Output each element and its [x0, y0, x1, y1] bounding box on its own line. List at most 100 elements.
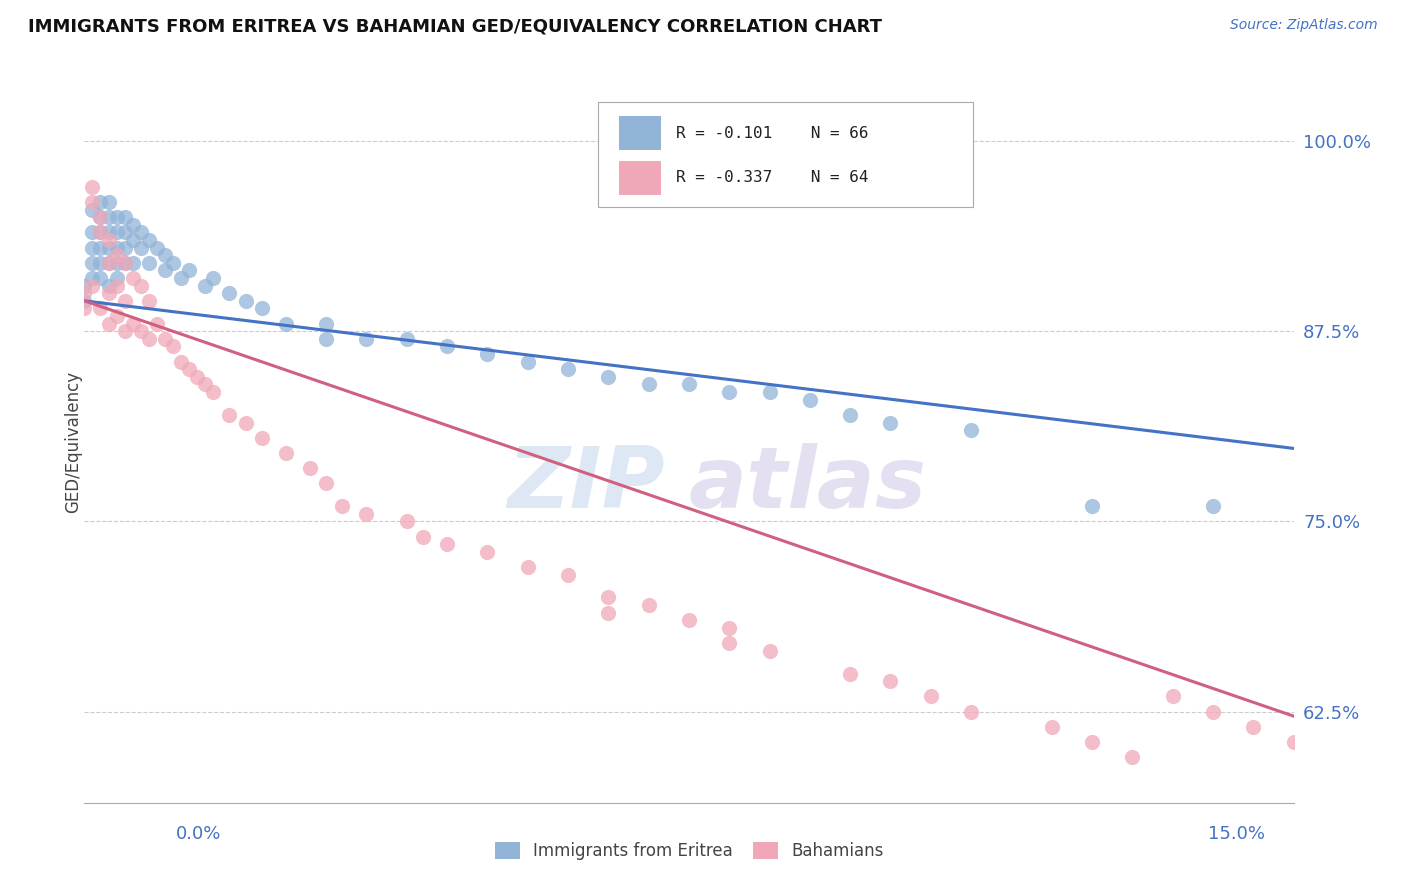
Point [274, 446, 297, 460]
Point [170, 271, 193, 285]
Point [170, 354, 193, 368]
Point [105, 271, 128, 285]
Point [1241, 720, 1264, 734]
Point [82, 241, 104, 255]
Point [202, 271, 225, 285]
Point [89, 226, 111, 240]
Point [839, 666, 862, 681]
Text: R = -0.337    N = 64: R = -0.337 N = 64 [676, 170, 868, 186]
Point [1081, 735, 1104, 749]
Point [89, 210, 111, 224]
Point [598, 606, 620, 620]
Point [395, 515, 418, 529]
Point [356, 332, 378, 346]
Point [1282, 735, 1305, 749]
Point [235, 293, 257, 308]
Point [97, 278, 120, 293]
Point [557, 362, 579, 376]
Point [412, 530, 434, 544]
Point [235, 416, 257, 430]
Point [114, 256, 136, 270]
Point [598, 591, 620, 605]
Point [179, 362, 201, 376]
Point [839, 408, 862, 422]
Point [97, 256, 120, 270]
Point [477, 347, 499, 361]
Point [186, 370, 208, 384]
Point [82, 278, 104, 293]
Point [73, 301, 96, 316]
Point [1202, 705, 1225, 719]
Point [82, 202, 104, 217]
Point [1040, 720, 1063, 734]
Point [436, 537, 458, 551]
Point [73, 293, 96, 308]
Point [153, 332, 176, 346]
Point [218, 286, 240, 301]
Point [718, 385, 741, 400]
Point [330, 499, 353, 513]
Point [960, 705, 983, 719]
Point [879, 416, 901, 430]
Point [1161, 690, 1184, 704]
Text: ZIP: ZIP [508, 443, 665, 526]
Point [179, 263, 201, 277]
Point [114, 293, 136, 308]
Point [121, 271, 143, 285]
Point [97, 233, 120, 247]
Point [1121, 750, 1143, 764]
Point [105, 226, 128, 240]
Point [299, 461, 322, 475]
Point [1202, 499, 1225, 513]
Point [516, 354, 538, 368]
Point [129, 241, 152, 255]
FancyBboxPatch shape [599, 102, 973, 207]
Point [97, 256, 120, 270]
Legend: Immigrants from Eritrea, Bahamians: Immigrants from Eritrea, Bahamians [488, 835, 890, 867]
Point [718, 621, 741, 635]
Point [97, 286, 120, 301]
Point [250, 431, 273, 445]
Point [121, 317, 143, 331]
Point [114, 210, 136, 224]
Point [82, 194, 104, 209]
Y-axis label: GED/Equivalency: GED/Equivalency [65, 370, 82, 513]
Point [758, 643, 780, 657]
Text: IMMIGRANTS FROM ERITREA VS BAHAMIAN GED/EQUIVALENCY CORRELATION CHART: IMMIGRANTS FROM ERITREA VS BAHAMIAN GED/… [28, 18, 882, 36]
Point [436, 339, 458, 353]
Point [89, 301, 111, 316]
Text: 15.0%: 15.0% [1208, 825, 1265, 843]
Point [97, 226, 120, 240]
Point [121, 233, 143, 247]
Point [250, 301, 273, 316]
Point [146, 317, 169, 331]
Point [82, 179, 104, 194]
Point [960, 423, 983, 437]
Point [138, 293, 160, 308]
Point [678, 613, 700, 627]
Point [598, 370, 620, 384]
Point [105, 309, 128, 323]
Point [105, 210, 128, 224]
Point [395, 332, 418, 346]
Point [89, 226, 111, 240]
Point [105, 241, 128, 255]
Point [138, 233, 160, 247]
Point [146, 241, 169, 255]
Point [129, 278, 152, 293]
FancyBboxPatch shape [619, 116, 661, 151]
Point [1081, 499, 1104, 513]
Point [356, 507, 378, 521]
Point [218, 408, 240, 422]
Point [194, 278, 217, 293]
Text: atlas: atlas [689, 443, 927, 526]
Point [73, 278, 96, 293]
Point [799, 392, 821, 407]
Point [89, 271, 111, 285]
Point [89, 210, 111, 224]
Point [82, 226, 104, 240]
Text: R = -0.101    N = 66: R = -0.101 N = 66 [676, 126, 868, 141]
Text: Source: ZipAtlas.com: Source: ZipAtlas.com [1230, 18, 1378, 32]
Point [89, 241, 111, 255]
Point [202, 385, 225, 400]
